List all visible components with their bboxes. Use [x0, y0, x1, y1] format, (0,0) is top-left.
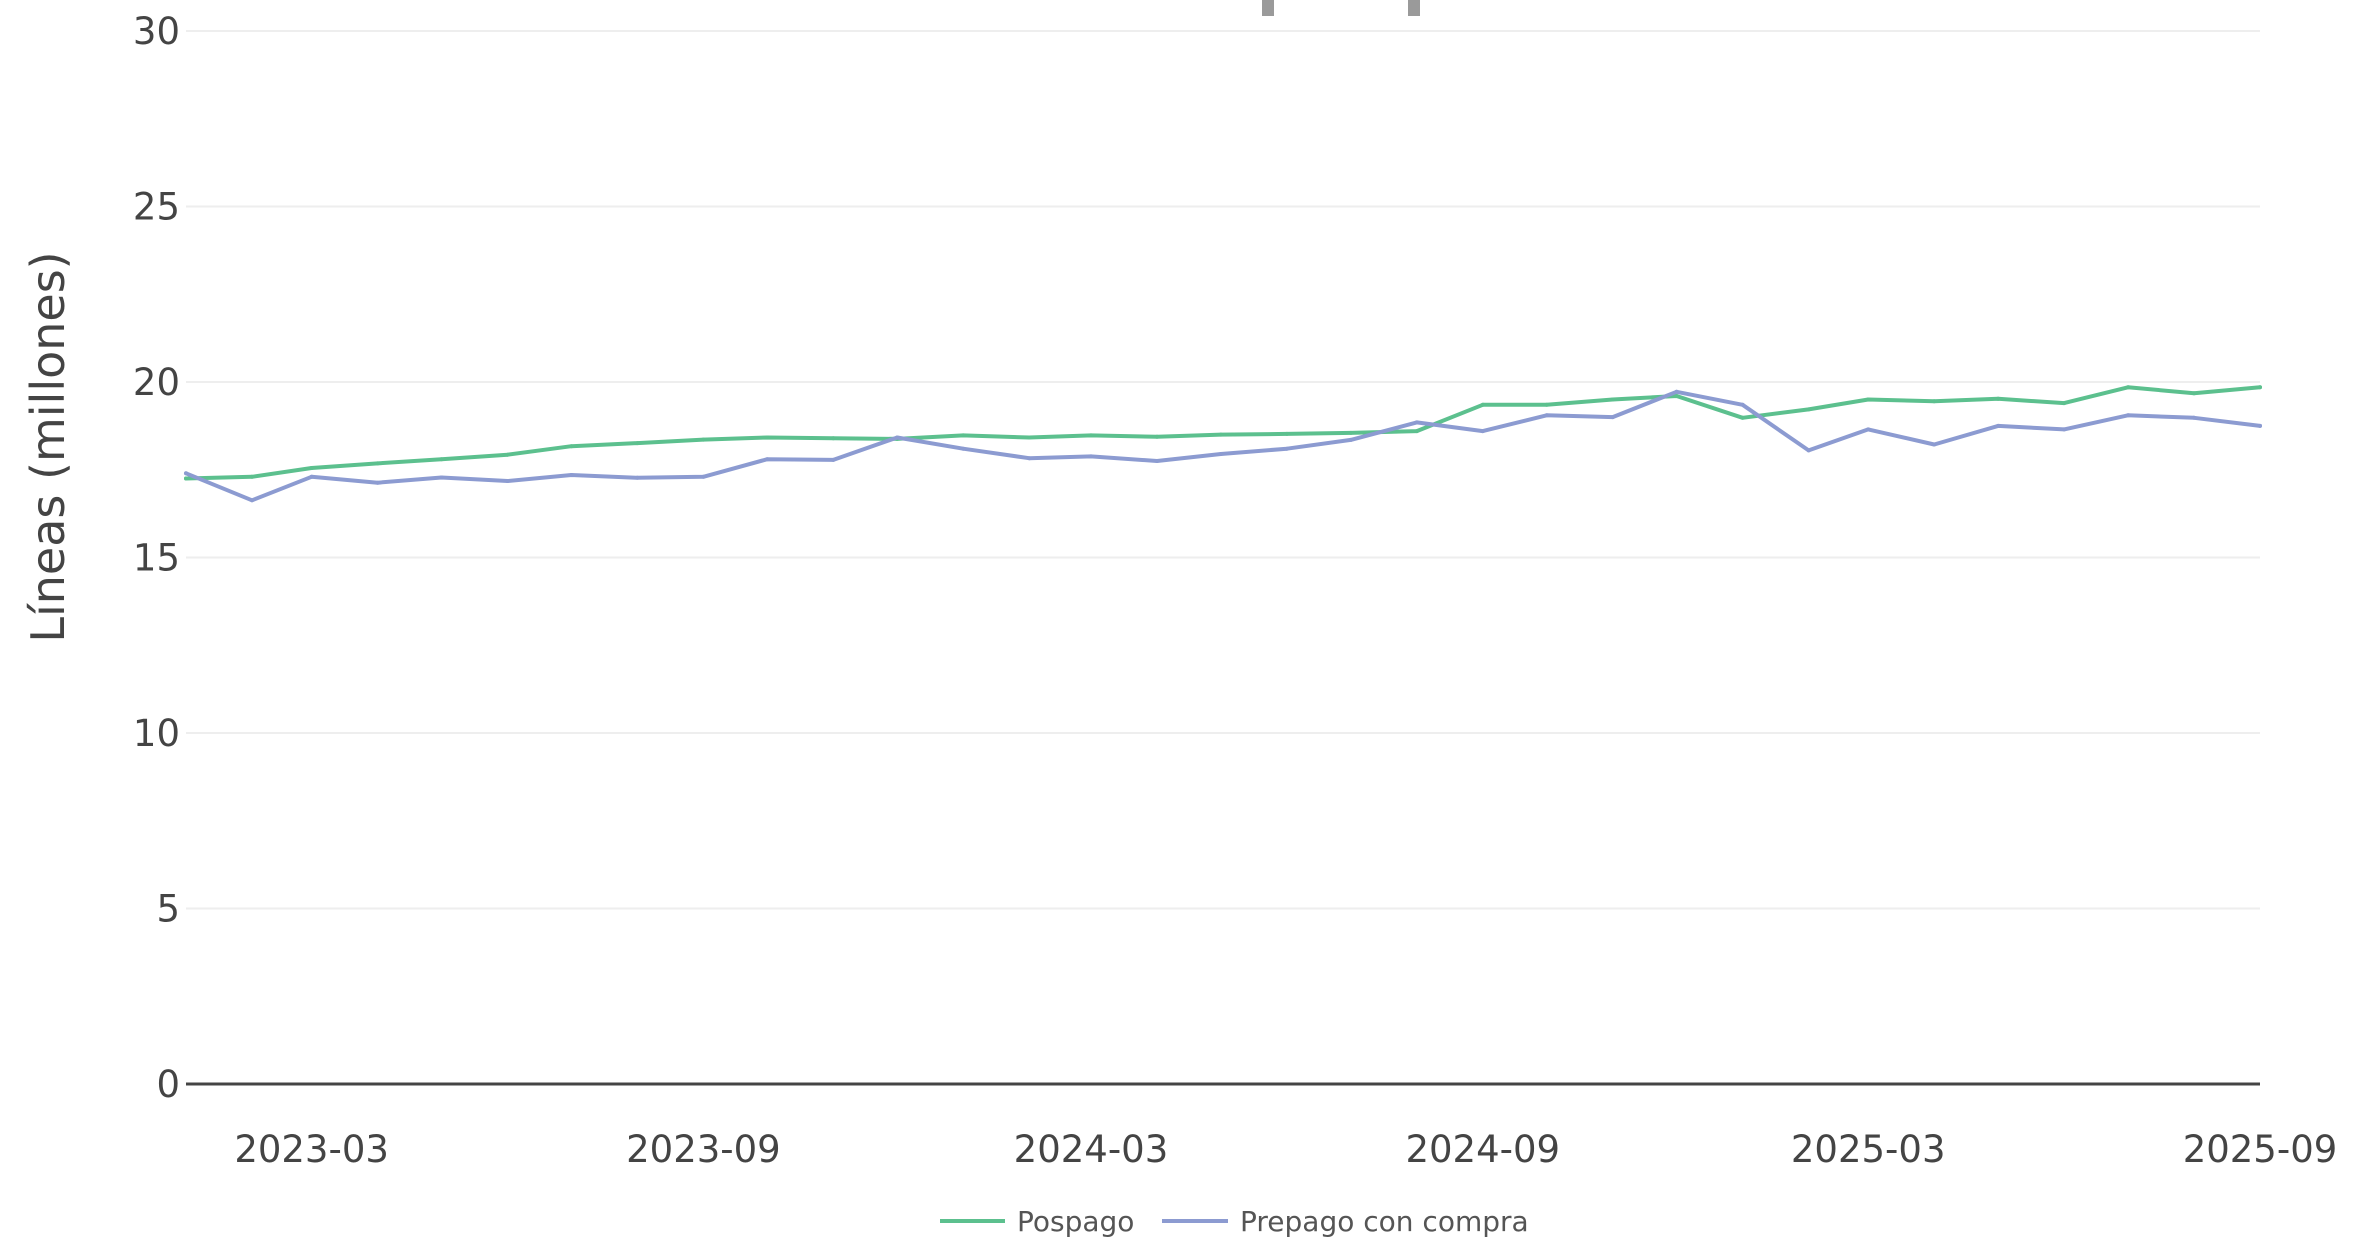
data-point	[701, 437, 706, 442]
data-point	[309, 466, 314, 470]
data-point	[1610, 397, 1615, 402]
data-point	[1932, 442, 1937, 447]
y-tick-label: 25	[133, 186, 180, 229]
data-point	[831, 457, 836, 462]
data-point	[1218, 432, 1223, 437]
data-point	[1866, 427, 1871, 432]
y-tick-label: 15	[133, 537, 180, 580]
legend: Pospago Prepago con compra	[940, 1205, 1529, 1238]
legend-label: Pospago	[1017, 1205, 1134, 1238]
data-point	[505, 479, 510, 483]
top-marker-left	[1262, 0, 1274, 16]
data-point	[2258, 385, 2262, 390]
data-point	[765, 435, 770, 440]
data-point	[2126, 385, 2130, 390]
data-point	[765, 457, 770, 462]
data-point	[1480, 402, 1485, 407]
data-point	[1674, 389, 1679, 394]
data-point	[1155, 459, 1159, 463]
data-point	[1480, 429, 1485, 434]
x-tick-label: 2025-09	[2183, 1128, 2338, 1171]
y-tick-label: 5	[156, 888, 180, 931]
data-point	[1218, 452, 1223, 456]
data-point	[1996, 423, 2001, 428]
data-point	[2192, 415, 2196, 420]
data-point	[961, 433, 966, 438]
data-point	[635, 441, 640, 446]
legend-item: Pospago	[940, 1205, 1134, 1238]
y-tick-label: 20	[133, 361, 180, 404]
data-point	[1027, 456, 1032, 461]
data-point	[1806, 407, 1811, 412]
data-point	[1089, 433, 1093, 438]
series-line-0	[184, 385, 2262, 481]
data-point	[1348, 430, 1353, 435]
x-tick-label: 2023-09	[626, 1128, 781, 1171]
gridlines	[186, 30, 2260, 910]
top-marker-right	[1408, 0, 1420, 16]
data-point	[1284, 446, 1289, 451]
y-axis-ticks: 0 5 10 15 20 25 30	[133, 10, 180, 1106]
data-point	[184, 476, 188, 481]
x-tick-label: 2023-03	[234, 1128, 389, 1171]
data-point	[831, 436, 836, 441]
legend-item: Prepago con compra	[1162, 1205, 1529, 1238]
x-tick-label: 2024-09	[1405, 1128, 1560, 1171]
y-axis-label: Líneas (millones)	[21, 251, 75, 642]
data-point	[701, 474, 706, 479]
data-point	[1414, 420, 1419, 425]
data-point	[2126, 413, 2130, 418]
data-point	[2258, 423, 2262, 428]
data-point	[1740, 415, 1745, 420]
data-point	[1544, 402, 1549, 407]
data-point	[439, 475, 444, 480]
data-point	[1414, 429, 1419, 434]
data-point	[1806, 448, 1811, 453]
data-point	[1284, 431, 1289, 436]
data-point	[1674, 394, 1679, 398]
data-point	[2192, 391, 2196, 396]
data-point	[505, 452, 510, 457]
data-point	[1089, 454, 1093, 459]
data-point	[1544, 413, 1549, 418]
data-point	[375, 480, 380, 485]
y-tick-label: 0	[156, 1063, 180, 1106]
data-point	[250, 474, 254, 479]
data-point	[569, 473, 574, 477]
data-point	[1610, 415, 1615, 420]
series-line-1	[184, 389, 2262, 503]
y-tick-label: 10	[133, 712, 180, 755]
data-point	[1155, 434, 1159, 439]
data-point	[1932, 399, 1937, 404]
data-point	[250, 498, 254, 503]
data-point	[569, 444, 574, 449]
data-point	[184, 471, 188, 476]
x-tick-label: 2024-03	[1014, 1128, 1169, 1171]
series-lines	[184, 385, 2262, 503]
x-tick-label: 2025-03	[1791, 1128, 1946, 1171]
data-point	[961, 446, 966, 451]
legend-label: Prepago con compra	[1240, 1205, 1529, 1238]
data-point	[2062, 427, 2067, 432]
x-axis-ticks: 2023-03 2023-09 2024-03 2024-09 2025-03 2025-…	[234, 1128, 2337, 1171]
data-point	[1996, 396, 2001, 401]
data-point	[375, 461, 380, 466]
data-point	[1348, 437, 1353, 442]
data-point	[439, 457, 444, 462]
data-point	[1866, 397, 1871, 402]
data-point	[2062, 401, 2067, 406]
y-tick-label: 30	[133, 10, 180, 53]
data-point	[1027, 435, 1032, 440]
data-point	[1740, 402, 1745, 407]
data-point	[895, 435, 900, 440]
data-point	[309, 474, 314, 479]
data-point	[635, 475, 640, 480]
